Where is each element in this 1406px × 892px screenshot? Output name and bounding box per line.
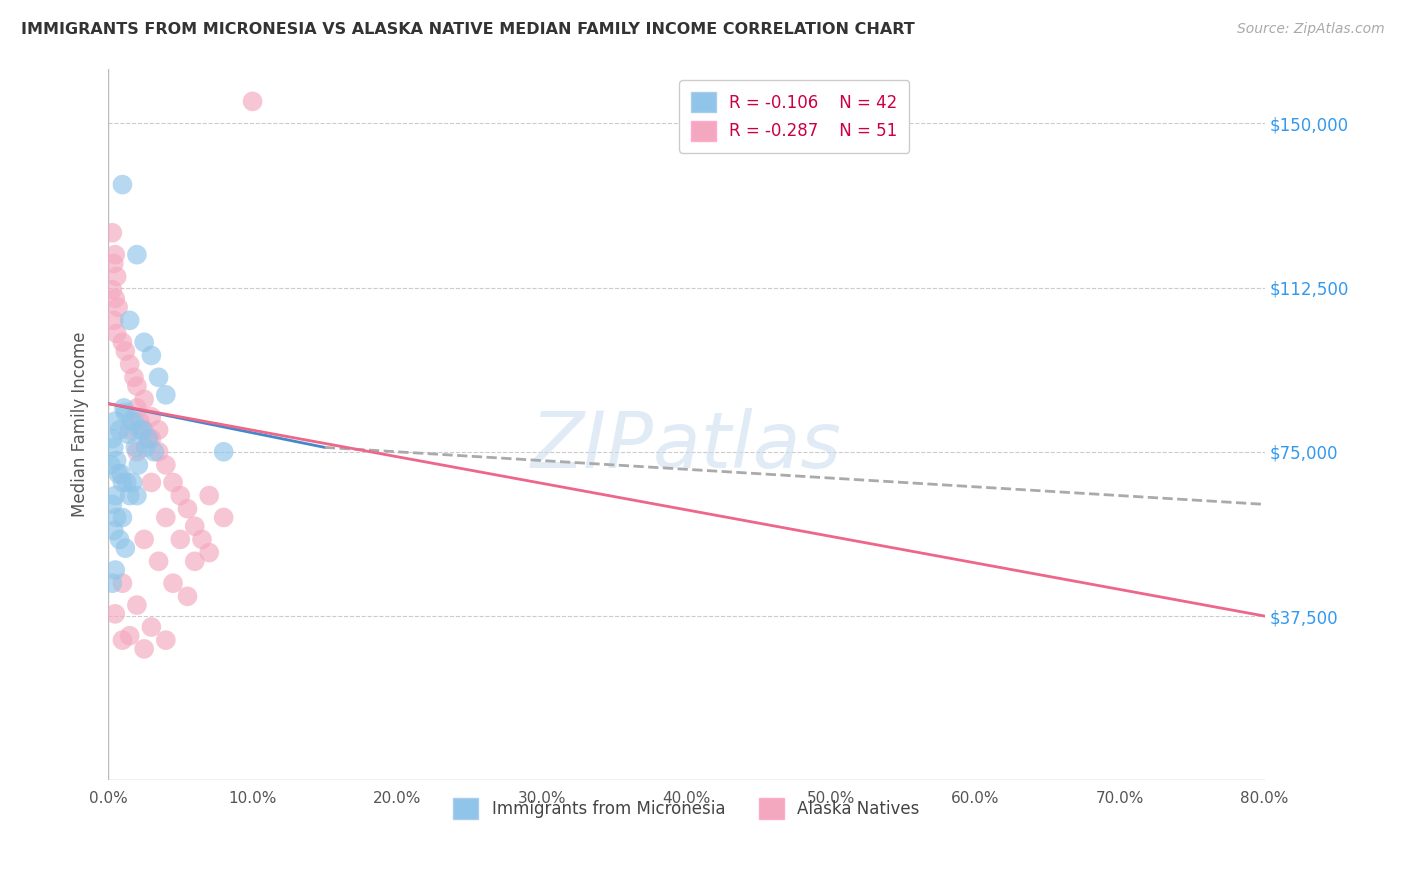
Point bbox=[141, 348, 163, 362]
Point bbox=[134, 423, 156, 437]
Point bbox=[138, 432, 160, 446]
Point bbox=[125, 489, 148, 503]
Point bbox=[111, 510, 134, 524]
Point bbox=[110, 467, 132, 481]
Point bbox=[104, 563, 127, 577]
Point bbox=[107, 467, 129, 481]
Point bbox=[101, 432, 124, 446]
Y-axis label: Median Family Income: Median Family Income bbox=[72, 332, 89, 517]
Point bbox=[125, 248, 148, 262]
Point bbox=[155, 458, 177, 472]
Point bbox=[148, 370, 170, 384]
Point bbox=[118, 629, 141, 643]
Point bbox=[104, 292, 127, 306]
Point bbox=[148, 554, 170, 568]
Point bbox=[162, 475, 184, 490]
Point bbox=[148, 444, 170, 458]
Point bbox=[148, 423, 170, 437]
Point bbox=[184, 554, 207, 568]
Point bbox=[120, 414, 142, 428]
Point bbox=[162, 576, 184, 591]
Text: IMMIGRANTS FROM MICRONESIA VS ALASKA NATIVE MEDIAN FAMILY INCOME CORRELATION CHA: IMMIGRANTS FROM MICRONESIA VS ALASKA NAT… bbox=[21, 22, 915, 37]
Point bbox=[134, 335, 156, 350]
Point bbox=[134, 392, 156, 407]
Text: ZIPatlas: ZIPatlas bbox=[531, 408, 842, 483]
Point bbox=[104, 414, 127, 428]
Point bbox=[127, 458, 149, 472]
Point bbox=[103, 524, 125, 538]
Point bbox=[107, 300, 129, 314]
Point bbox=[105, 453, 128, 467]
Point bbox=[117, 427, 139, 442]
Point bbox=[121, 475, 143, 490]
Point bbox=[176, 590, 198, 604]
Point bbox=[169, 489, 191, 503]
Point bbox=[131, 423, 153, 437]
Point bbox=[125, 598, 148, 612]
Point bbox=[111, 576, 134, 591]
Point bbox=[184, 519, 207, 533]
Point bbox=[125, 379, 148, 393]
Point bbox=[103, 256, 125, 270]
Point bbox=[100, 458, 122, 472]
Point bbox=[122, 414, 145, 428]
Point bbox=[122, 370, 145, 384]
Point bbox=[125, 444, 148, 458]
Point bbox=[104, 489, 127, 503]
Point bbox=[242, 95, 264, 109]
Point bbox=[111, 335, 134, 350]
Point bbox=[124, 441, 146, 455]
Point bbox=[125, 401, 148, 415]
Point bbox=[101, 226, 124, 240]
Point bbox=[101, 576, 124, 591]
Point bbox=[143, 444, 166, 458]
Point bbox=[138, 432, 160, 446]
Point bbox=[141, 409, 163, 424]
Point bbox=[118, 313, 141, 327]
Point bbox=[118, 423, 141, 437]
Point bbox=[108, 423, 131, 437]
Point bbox=[111, 178, 134, 192]
Point bbox=[141, 620, 163, 634]
Point bbox=[155, 510, 177, 524]
Point bbox=[176, 501, 198, 516]
Point bbox=[169, 533, 191, 547]
Point bbox=[128, 423, 150, 437]
Point bbox=[104, 248, 127, 262]
Point bbox=[141, 475, 163, 490]
Point bbox=[134, 641, 156, 656]
Point bbox=[108, 533, 131, 547]
Point bbox=[212, 510, 235, 524]
Point bbox=[198, 489, 221, 503]
Point bbox=[111, 475, 134, 490]
Point bbox=[101, 283, 124, 297]
Point bbox=[111, 633, 134, 648]
Point bbox=[155, 388, 177, 402]
Point bbox=[118, 357, 141, 371]
Point bbox=[198, 545, 221, 559]
Point bbox=[114, 541, 136, 556]
Point bbox=[114, 344, 136, 359]
Point bbox=[128, 414, 150, 428]
Point bbox=[101, 497, 124, 511]
Point bbox=[135, 441, 157, 455]
Point bbox=[141, 432, 163, 446]
Point bbox=[105, 510, 128, 524]
Legend: Immigrants from Micronesia, Alaska Natives: Immigrants from Micronesia, Alaska Nativ… bbox=[447, 792, 927, 825]
Point bbox=[118, 489, 141, 503]
Point bbox=[115, 475, 138, 490]
Point bbox=[103, 441, 125, 455]
Point bbox=[114, 405, 136, 419]
Point bbox=[103, 313, 125, 327]
Point bbox=[104, 607, 127, 621]
Point bbox=[112, 401, 135, 415]
Point bbox=[212, 444, 235, 458]
Point bbox=[191, 533, 214, 547]
Point bbox=[105, 269, 128, 284]
Point bbox=[105, 326, 128, 341]
Point bbox=[134, 533, 156, 547]
Point bbox=[155, 633, 177, 648]
Text: Source: ZipAtlas.com: Source: ZipAtlas.com bbox=[1237, 22, 1385, 37]
